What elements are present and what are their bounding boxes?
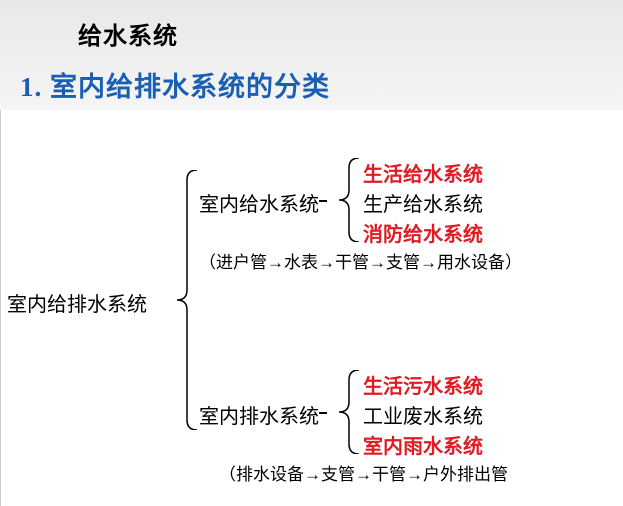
- branch1-label: 室内给水系统: [199, 188, 319, 217]
- branch2-label: 室内排水系统: [199, 400, 319, 429]
- slide-header: 给水系统 1. 室内给排水系统的分类: [0, 0, 623, 110]
- section-heading: 1. 室内给排水系统的分类: [0, 65, 623, 104]
- branch2-leaf-1: 工业废水系统: [363, 400, 483, 429]
- branch1-leaf-2: 消防给水系统: [363, 218, 483, 247]
- connector-tick: [319, 412, 327, 414]
- branch1-flow: （进户管→水表→干管→支管→用水设备）: [199, 248, 522, 273]
- section-text: 室内给排水系统的分类: [42, 72, 330, 102]
- page-title: 给水系统: [0, 16, 623, 51]
- branch1-leaf-0: 生活给水系统: [363, 158, 483, 187]
- section-number: 1.: [20, 72, 42, 102]
- branch1-bracket: [327, 158, 359, 242]
- main-bracket: [157, 170, 197, 430]
- connector-tick: [319, 200, 327, 202]
- branch2-bracket: [327, 370, 359, 454]
- branch1-leaf-1: 生产给水系统: [363, 188, 483, 217]
- branch2-leaf-2: 室内雨水系统: [363, 430, 483, 459]
- branch2-leaf-0: 生活污水系统: [363, 370, 483, 399]
- branch2-flow: （排水设备→支管→干管→户外排出管: [219, 460, 508, 485]
- diagram-area: 室内给排水系统 室内给水系统 生活给水系统 生产给水系统 消防给水系统 （进户管…: [0, 110, 623, 506]
- root-node: 室内给排水系统: [7, 288, 147, 317]
